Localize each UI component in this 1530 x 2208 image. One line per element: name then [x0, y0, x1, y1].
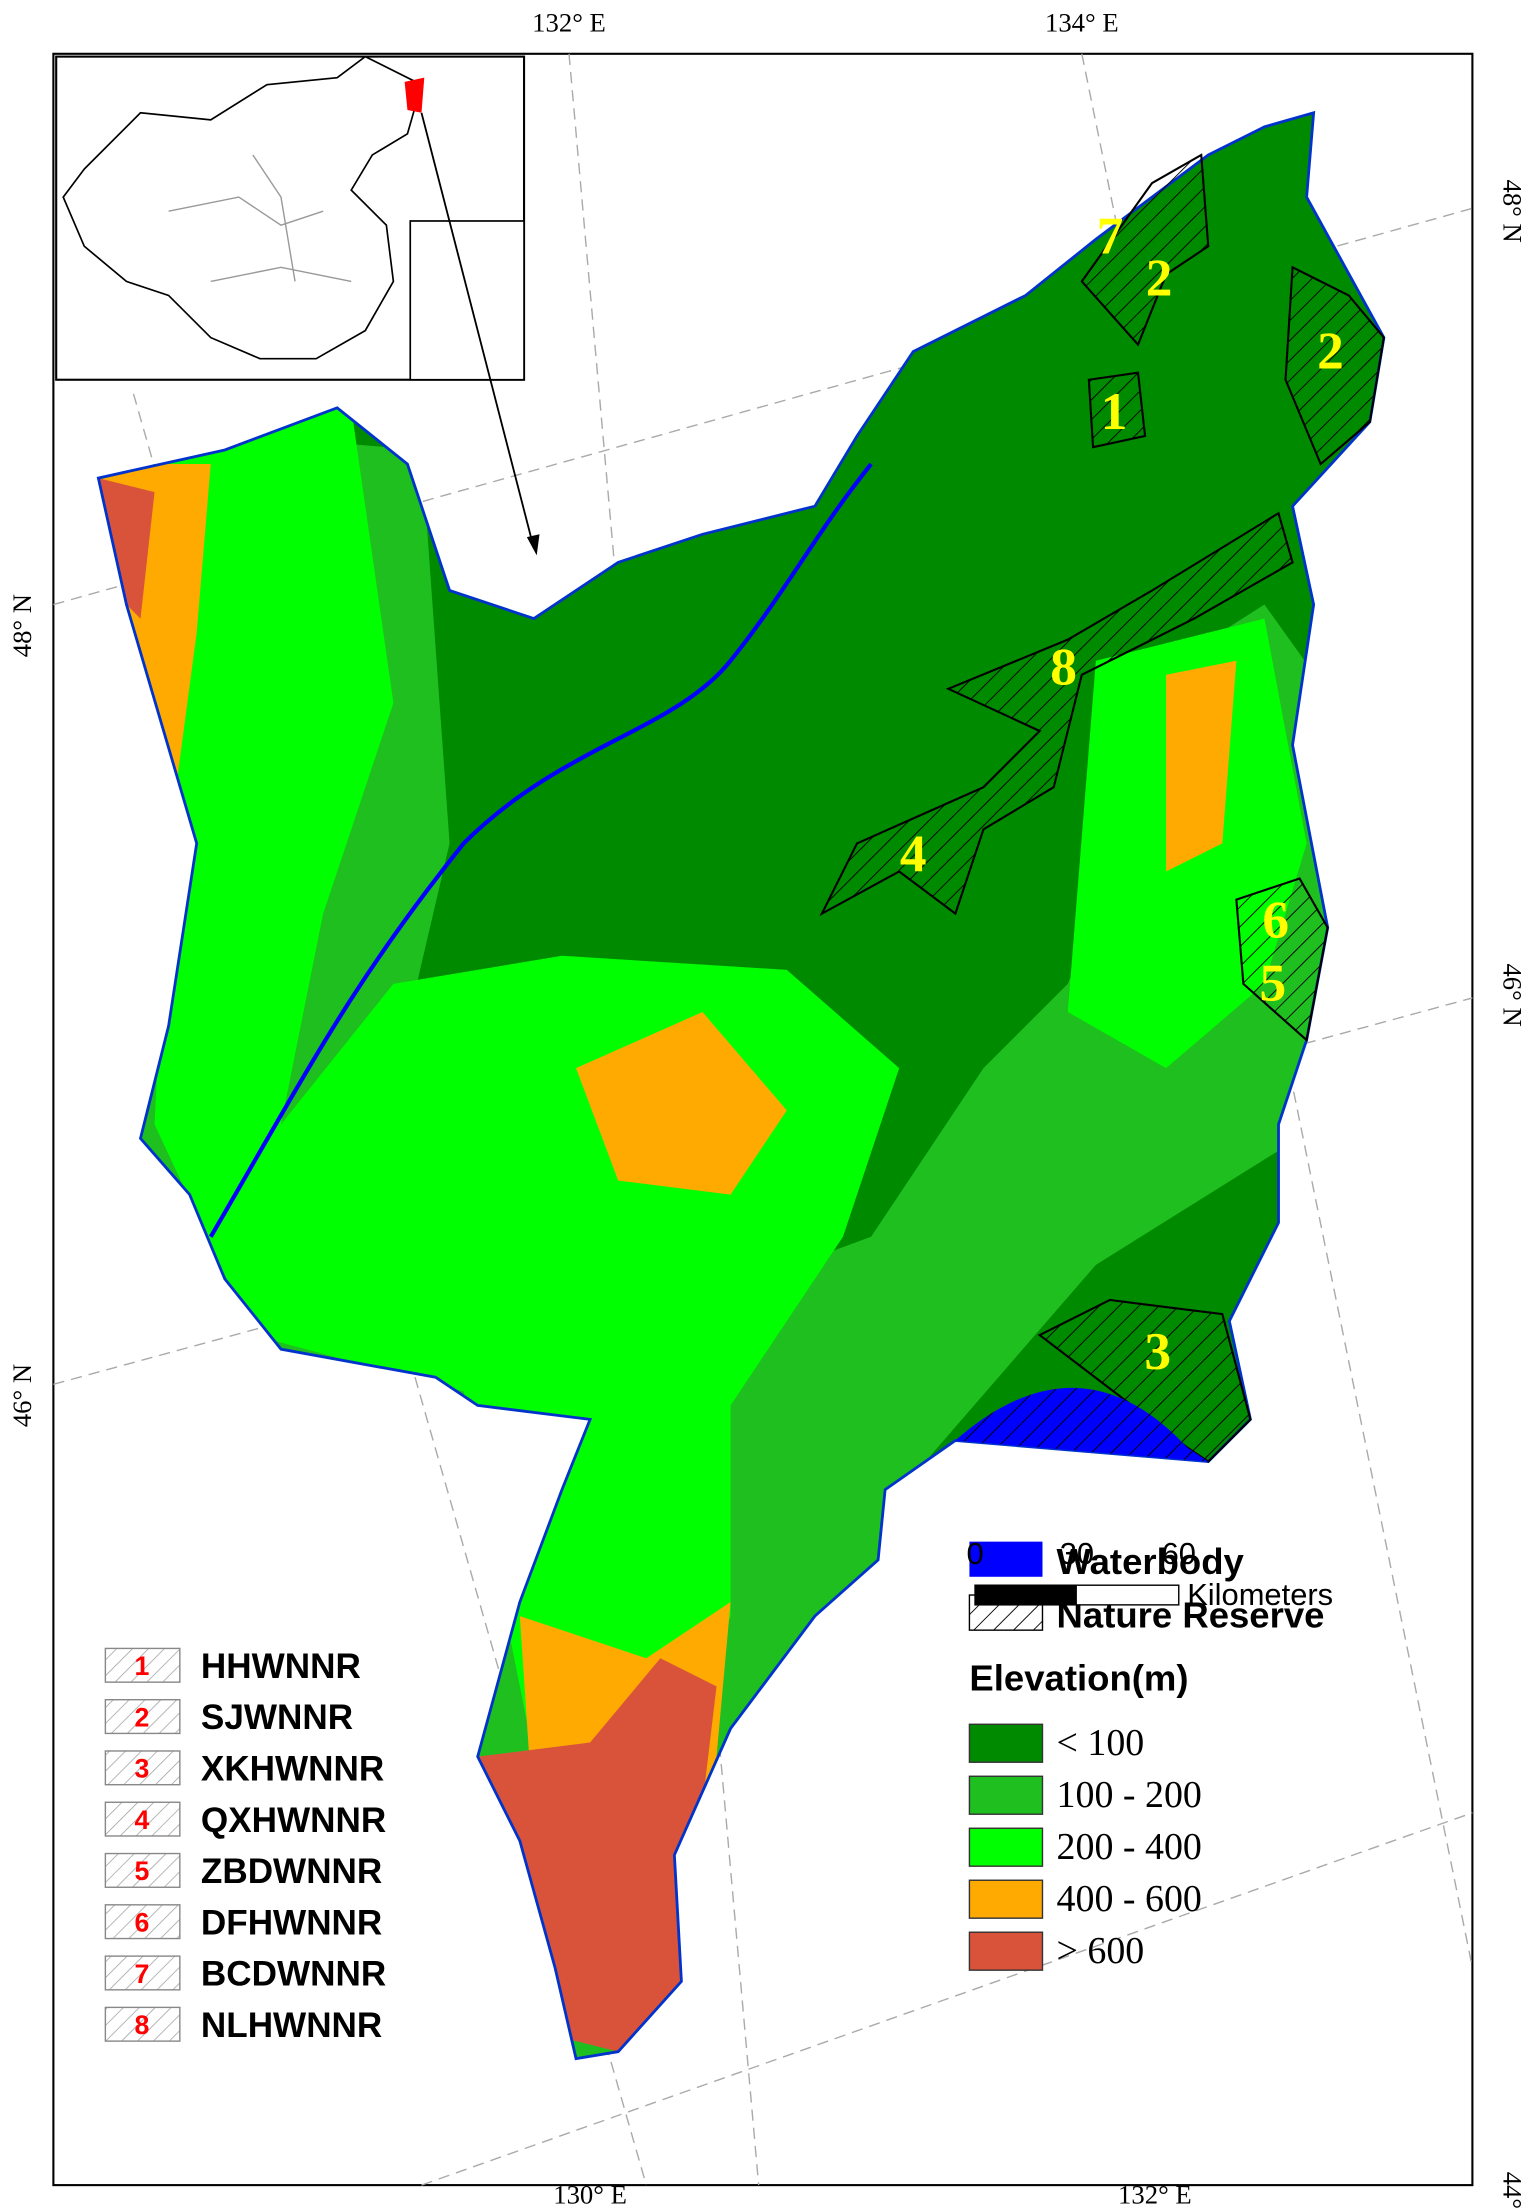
reserve-legend-name: HHWNNR	[201, 1647, 361, 1686]
reserve-legend-name: QXHWNNR	[201, 1801, 386, 1840]
scale-tick-label: 60	[1162, 1536, 1196, 1571]
reserve-legend-swatch	[104, 2006, 181, 2042]
elevation-zone	[576, 1011, 787, 1195]
legend-label: 100 - 200	[1057, 1774, 1202, 1816]
reserve-legend-number: 4	[134, 1805, 149, 1835]
graticule-label: 132° E	[1118, 2179, 1192, 2208]
elevation-swatch	[968, 1827, 1044, 1867]
graticule-label: 132° E	[532, 7, 606, 37]
reserve-legend-number: 3	[134, 1754, 149, 1784]
elevation-swatch	[968, 1723, 1044, 1763]
reserve-legend-number: 5	[134, 1856, 149, 1886]
map-frame	[52, 52, 1474, 2187]
scale-bar	[975, 1585, 1077, 1605]
river	[208, 462, 873, 1238]
elevation-swatch	[968, 1879, 1044, 1919]
graticule-label: 48° N	[1497, 179, 1527, 242]
legend-label: < 100	[1057, 1722, 1145, 1764]
reserve-map-label: 2	[1317, 321, 1344, 381]
labels: 132° E 134° E 130° E 132° E 48° N 46° N 48° N 4…	[7, 7, 1527, 2208]
reserve-map-label: 4	[900, 823, 927, 883]
reserve-legend-name: ZBDWNNR	[201, 1852, 382, 1891]
reserve-legend-number: 7	[134, 1959, 149, 1989]
reserve-legend-name: DFHWNNR	[201, 1903, 382, 1942]
reserve-legend-swatch	[104, 1647, 181, 1683]
elevation-swatch	[968, 1931, 1044, 1971]
legend-label: 200 - 400	[1057, 1826, 1202, 1868]
reserve-legend-name: BCDWNNR	[201, 1955, 386, 1994]
reserve-map-label: 6	[1262, 890, 1289, 950]
reserve-legend-swatch	[104, 1801, 181, 1837]
reserve-legend-swatch	[104, 1750, 181, 1786]
elevation-zone	[98, 478, 155, 619]
elevation-zone	[1166, 660, 1237, 872]
reserve-legend-name: XKHWNNR	[201, 1749, 384, 1788]
inset-map	[55, 55, 540, 556]
graticule-label: 48° N	[7, 594, 37, 657]
legend-title: Elevation(m)	[969, 1658, 1188, 1699]
scale-unit: Kilometers	[1187, 1577, 1333, 1612]
graticule-label: 46° N	[1497, 963, 1527, 1026]
legend-label: > 600	[1057, 1930, 1145, 1972]
scale-tick-label: 30	[1060, 1536, 1094, 1571]
reserve-legend-name: NLHWNNR	[201, 2006, 382, 2045]
elevation-zone	[98, 407, 900, 1898]
reserve-map-label: 5	[1260, 953, 1287, 1013]
graticule-label: 44° N	[1497, 2172, 1527, 2208]
waterbody-swatch	[969, 1541, 1043, 1577]
reserve-legend-swatch	[104, 1955, 181, 1991]
scale-tick-label: 0	[966, 1536, 983, 1571]
reserve-legend-swatch	[104, 1904, 181, 1940]
reserve-legend-number: 1	[134, 1651, 149, 1681]
nature-reserves	[819, 153, 1386, 1463]
graticule-label: 134° E	[1045, 7, 1119, 37]
reserve-map-label: 7	[1097, 205, 1124, 265]
reserve-map-label: 1	[1101, 381, 1128, 441]
reserve-legend-name: SJWNNR	[201, 1698, 353, 1737]
reserve-hatch	[955, 1387, 1209, 1462]
reserve-legend-number: 2	[134, 1702, 149, 1732]
reserve-map-label: 8	[1050, 637, 1077, 697]
graticule-label: 130° E	[553, 2179, 627, 2208]
elevation-swatch	[968, 1775, 1044, 1815]
reserve-legend-swatch	[104, 1852, 181, 1888]
reserve-map-label: 3	[1144, 1321, 1171, 1381]
elevation-zone	[477, 1658, 717, 2052]
legend-label: Waterbody	[1057, 1541, 1245, 1582]
legend-label: 400 - 600	[1057, 1878, 1202, 1920]
reserve-legend-number: 6	[134, 1908, 149, 1938]
reserve-map-label: 2	[1146, 247, 1173, 307]
reserve-legend-number: 8	[134, 2010, 149, 2040]
graticule-label: 46° N	[7, 1364, 37, 1427]
reserve-legend-swatch	[104, 1699, 181, 1735]
